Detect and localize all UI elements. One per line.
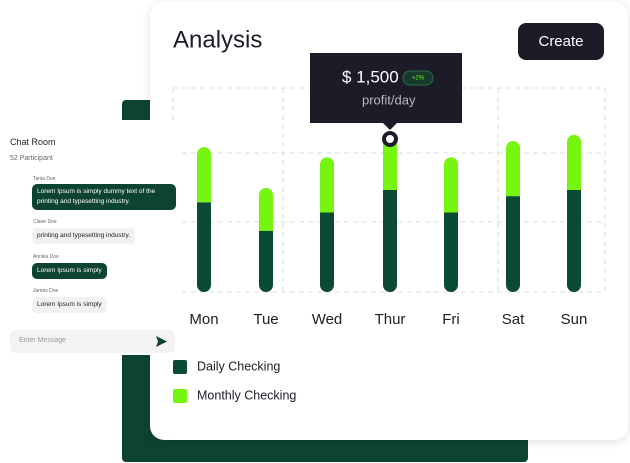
message: Lorem Ipsum is simply bbox=[32, 297, 107, 313]
tooltip-marker bbox=[382, 131, 398, 147]
chat-panel: Chat Room 52 Participant Tania Doe Lorem… bbox=[0, 120, 180, 355]
chat-title: Chat Room bbox=[10, 137, 56, 147]
create-button-label[interactable]: Create bbox=[538, 33, 583, 50]
tooltip-badge-bg bbox=[402, 70, 434, 86]
author: Claire Doe bbox=[33, 219, 57, 225]
bar-segment bbox=[320, 212, 334, 292]
input-placeholder: Enter Message bbox=[19, 337, 67, 344]
bar-segment bbox=[567, 134, 581, 190]
bar-segment bbox=[567, 190, 581, 292]
create-button[interactable] bbox=[518, 23, 604, 60]
x-tick-label: Tue bbox=[253, 311, 278, 328]
bar-segment bbox=[506, 141, 520, 197]
author: Tania Doe bbox=[33, 176, 56, 182]
x-tick-label: Sun bbox=[561, 311, 588, 328]
bar-segment bbox=[506, 196, 520, 292]
x-tick-label: Mon bbox=[189, 311, 218, 328]
tooltip-label: profit/day bbox=[362, 92, 416, 107]
tooltip: $ 1,500 +2% profit/day bbox=[310, 53, 462, 147]
legend-swatch bbox=[173, 389, 187, 403]
x-tick-label: Fri bbox=[442, 311, 460, 328]
bar-segment bbox=[444, 157, 458, 213]
legend-label: Monthly Checking bbox=[197, 388, 296, 402]
legend-label: Daily Checking bbox=[197, 359, 280, 373]
tooltip-value: $ 1,500 bbox=[342, 67, 399, 86]
message: Lorem Ipsum is simply dummy text of the … bbox=[32, 184, 176, 210]
bar-segment bbox=[383, 190, 397, 292]
bar-segment bbox=[197, 202, 211, 292]
bar-segment bbox=[259, 187, 273, 231]
x-tick-label: Wed bbox=[312, 311, 343, 328]
bar-segment bbox=[383, 139, 397, 190]
tooltip-badge: +2% bbox=[412, 76, 425, 82]
message: Lorem Ipsum is simply bbox=[32, 263, 107, 279]
participants: 52 Participant bbox=[10, 155, 53, 162]
bar-segment bbox=[320, 157, 334, 213]
bar-segment bbox=[197, 147, 211, 203]
chart-title: Analysis bbox=[173, 26, 262, 53]
legend-swatch bbox=[173, 360, 187, 374]
bar-segment bbox=[444, 212, 458, 292]
author: James Doe bbox=[33, 288, 59, 294]
x-tick-label: Thur bbox=[375, 311, 406, 328]
message: printing and typesetting industry. bbox=[32, 228, 136, 244]
bar-segment bbox=[259, 230, 273, 292]
send-icon[interactable] bbox=[156, 336, 167, 347]
message-input[interactable]: Enter Message bbox=[10, 330, 175, 353]
author: Annika Doe bbox=[33, 254, 59, 260]
x-tick-label: Sat bbox=[502, 311, 525, 328]
